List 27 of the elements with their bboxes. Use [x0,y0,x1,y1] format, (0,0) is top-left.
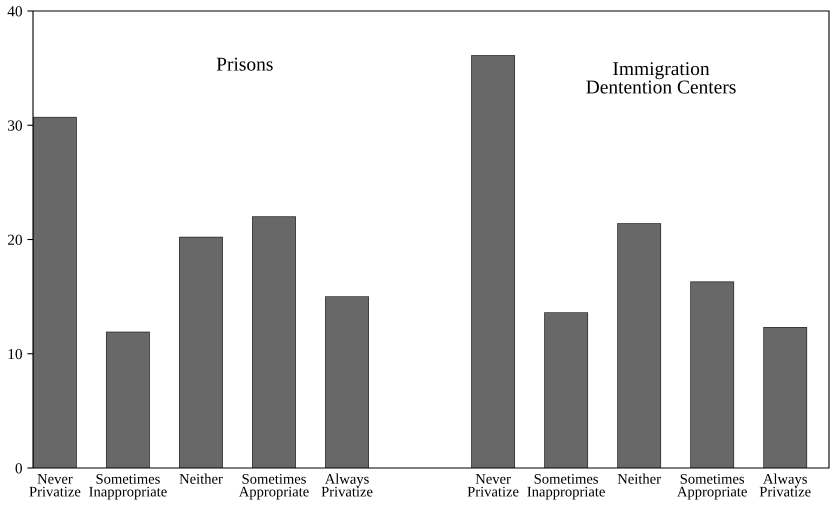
y-tick-label: 30 [8,120,22,131]
y-tick-label: 40 [8,6,22,16]
x-tick-label: Sometimes Inappropriate [527,474,605,500]
bar [33,116,77,468]
x-tick-label: Never Privatize [29,474,80,497]
x-tick-label: Neither [618,474,661,484]
x-tick-label: Always Privatize [322,474,372,497]
bar [690,281,734,468]
bar [106,332,150,468]
annotation: Immigration Dentention Centers [586,62,736,94]
x-tick-label: Sometimes Inappropriate [89,474,167,500]
x-tick-label: Neither [180,474,223,484]
bar [544,312,588,468]
x-tick-label: Never Privatize [468,474,518,497]
bar [252,216,296,468]
x-tick-label: Sometimes Appropriate [677,474,747,500]
bar [471,55,516,468]
bar [325,296,369,468]
x-tick-label: Sometimes Appropriate [238,474,309,500]
x-tick-label: Always Privatize [760,474,811,497]
y-tick-label: 20 [8,234,22,245]
bar [763,327,808,468]
y-tick-label: 10 [8,348,22,360]
bar [179,236,223,468]
annotation: Prisons [216,58,273,71]
bar [617,223,662,468]
y-tick-label: 0 [16,463,22,474]
